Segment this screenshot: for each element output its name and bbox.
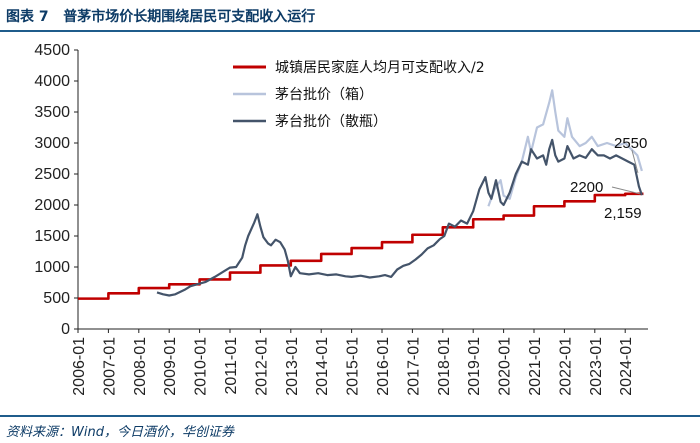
series-line-2 <box>487 89 643 207</box>
x-tick-label: 2016-01 <box>375 337 392 396</box>
chart-axes: 0 500 1000 1500 2000 2500 3000 3500 4000 4500 2006… <box>34 42 648 396</box>
y-tick-label: 0 <box>61 321 70 338</box>
figure-header: 图表 7 普茅市场价长期围绕居民可支配收入运行 <box>0 0 700 30</box>
x-tick-label: 2013-01 <box>284 337 301 396</box>
x-tick-label: 2022-01 <box>557 337 574 396</box>
y-tick-label: 4500 <box>34 42 70 59</box>
x-tick-label: 2020-01 <box>497 337 514 396</box>
x-tick-label: 2006-01 <box>71 337 88 396</box>
footer-rule <box>0 415 700 417</box>
annotation-label-1: 2550 <box>614 135 647 152</box>
y-tick-label: 3500 <box>34 104 70 121</box>
x-tick-label: 2015-01 <box>345 337 362 396</box>
x-tick-label: 2014-01 <box>314 337 331 396</box>
chart-series <box>78 89 644 300</box>
x-tick-label: 2023-01 <box>588 337 605 396</box>
annotation-leader-2 <box>611 186 641 195</box>
x-tick-label: 2017-01 <box>405 337 422 396</box>
legend-label-2: 茅台批价（箱） <box>275 87 373 103</box>
annotation-label-2: 2200 <box>570 179 603 196</box>
x-tick-label: 2018-01 <box>436 337 453 396</box>
title-rule <box>0 30 700 32</box>
annotation-leader-1 <box>631 149 639 174</box>
x-tick-label: 2012-01 <box>253 337 270 396</box>
figure-label: 图表 7 <box>6 9 49 25</box>
x-tick-label: 2021-01 <box>527 337 544 396</box>
y-tick-label: 1000 <box>34 259 70 276</box>
chart-legend: 城镇居民家庭人均月可支配收入/2 茅台批价（箱） 茅台批价（散瓶） <box>233 59 485 130</box>
x-tick-label: 2024-01 <box>618 337 635 396</box>
series-line-3 <box>156 138 643 297</box>
figure-title-text: 普茅市场价长期围绕居民可支配收入运行 <box>63 9 316 25</box>
figure-title: 图表 7 普茅市场价长期围绕居民可支配收入运行 <box>6 6 315 26</box>
legend-label-1: 城镇居民家庭人均月可支配收入/2 <box>275 59 485 76</box>
x-tick-label: 2008-01 <box>132 337 149 396</box>
x-tick-label: 2019-01 <box>466 337 483 396</box>
y-tick-label: 1500 <box>34 228 70 245</box>
source-note: 资料来源：Wind，今日酒价，华创证券 <box>6 425 234 440</box>
y-tick-label: 2500 <box>34 166 70 183</box>
y-tick-label: 500 <box>43 290 70 307</box>
legend-label-3: 茅台批价（散瓶） <box>275 114 387 130</box>
y-tick-label: 4000 <box>34 73 70 90</box>
x-tick-label: 2009-01 <box>162 337 179 396</box>
x-tick-label: 2010-01 <box>193 337 210 396</box>
x-tick-label: 2011-01 <box>223 337 240 395</box>
annotation-label-3: 2,159 <box>604 205 642 222</box>
y-tick-label: 2000 <box>34 197 70 214</box>
series-line-1 <box>78 192 644 300</box>
x-tick-label: 2007-01 <box>101 337 118 396</box>
y-tick-label: 3000 <box>34 135 70 152</box>
